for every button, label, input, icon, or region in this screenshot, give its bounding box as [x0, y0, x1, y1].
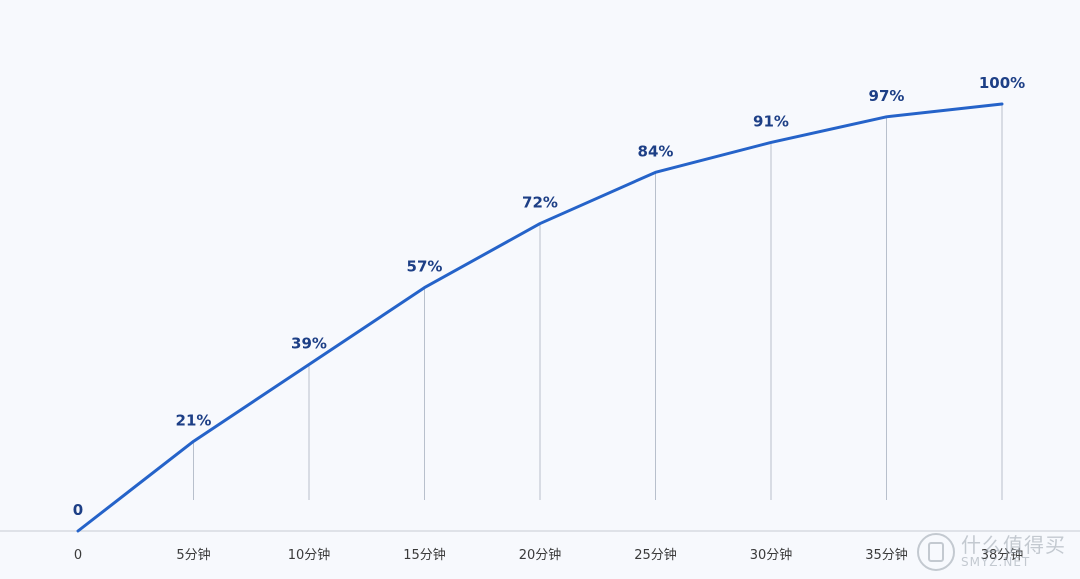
data-label: 39%: [291, 334, 327, 352]
data-label: 97%: [869, 87, 905, 105]
data-label: 84%: [638, 142, 674, 160]
series-line: [76, 102, 1004, 533]
x-tick-label: 5分钟: [176, 547, 210, 563]
data-label: 91%: [753, 112, 789, 130]
data-label: 100%: [979, 74, 1025, 92]
x-tick-label: 38分钟: [981, 547, 1024, 563]
x-tick-label: 10分钟: [288, 547, 331, 563]
x-tick-label: 0: [74, 548, 82, 563]
watermark-sub-text: SMYZ.NET: [961, 555, 1031, 570]
data-label: 21%: [176, 411, 212, 429]
x-tick-label: 35分钟: [865, 547, 908, 563]
x-tick-label: 15分钟: [403, 547, 446, 563]
watermark-logo-icon: [917, 533, 955, 571]
watermark-main-text: 什么值得买: [961, 533, 1066, 558]
data-labels: 0 21% 39% 57% 72% 84% 91% 97% 100%: [73, 74, 1025, 519]
x-tick-label: 25分钟: [634, 547, 677, 563]
x-tick-labels: 0 5分钟 10分钟 15分钟 20分钟 25分钟 30分钟 35分钟 38分钟: [74, 547, 1023, 563]
watermark: 什么值得买 SMYZ.NET: [917, 533, 1066, 571]
data-label: 57%: [407, 258, 443, 276]
x-tick-label: 20分钟: [519, 547, 562, 563]
data-label: 72%: [522, 194, 558, 212]
drop-lines: [193, 104, 1003, 500]
x-tick-label: 30分钟: [750, 547, 793, 563]
data-label: 0: [73, 501, 83, 519]
